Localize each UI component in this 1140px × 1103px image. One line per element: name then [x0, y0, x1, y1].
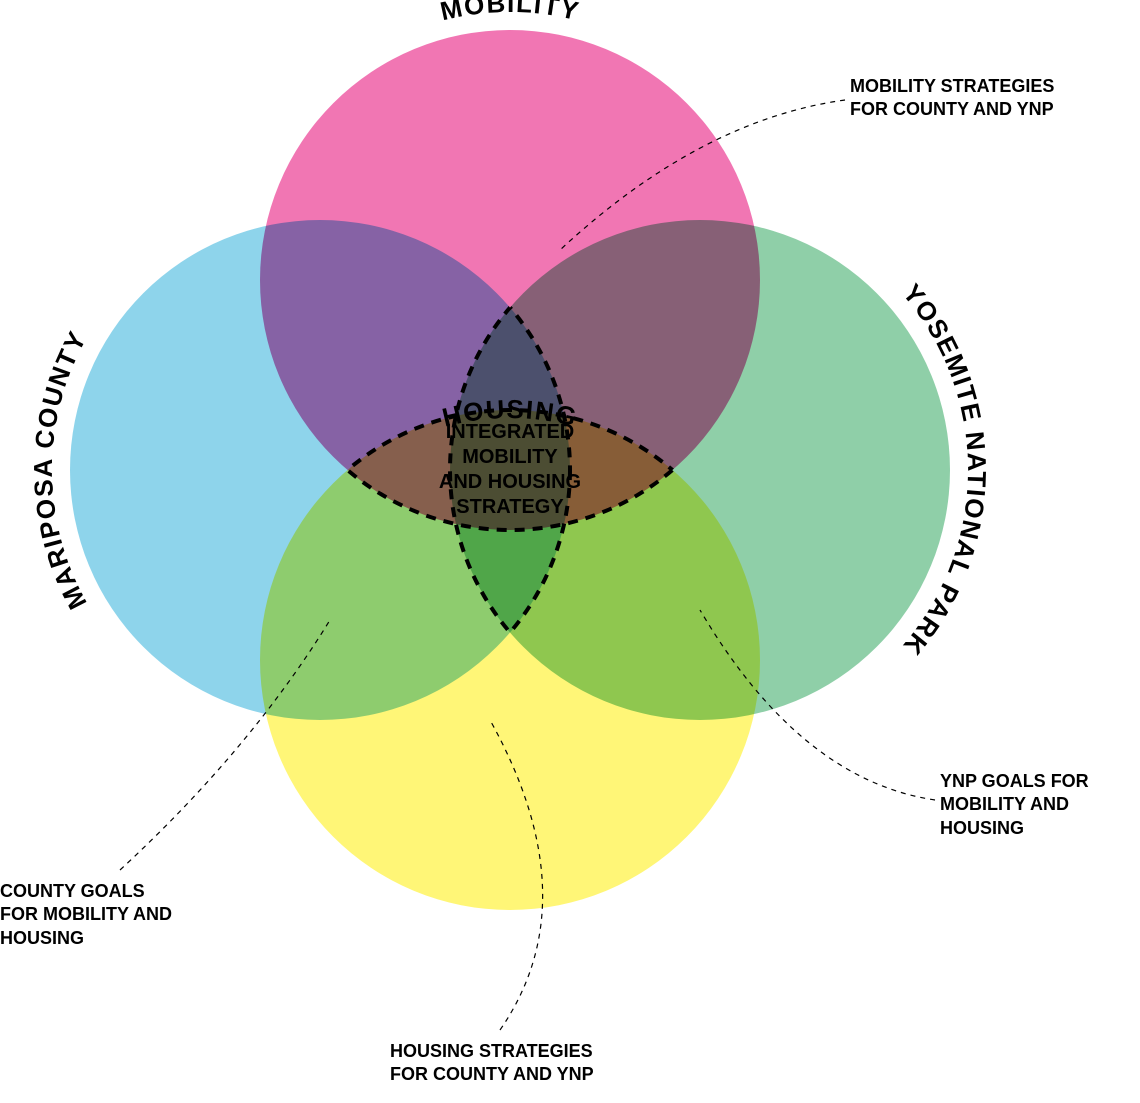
center-label: INTEGRATEDMOBILITYAND HOUSINGSTRATEGY: [390, 420, 630, 520]
callout-county-goals: COUNTY GOALSFOR MOBILITY ANDHOUSING: [0, 880, 172, 950]
callout-ynp-goals: YNP GOALS FORMOBILITY ANDHOUSING: [940, 770, 1089, 840]
label-mobility: MOBILITY: [438, 0, 583, 26]
callout-mobility-strategies: MOBILITY STRATEGIESFOR COUNTY AND YNP: [850, 75, 1054, 122]
callout-housing-strategies: HOUSING STRATEGIESFOR COUNTY AND YNP: [390, 1040, 594, 1087]
venn-diagram: MOBILITY HOUSING MARIPOSA COUNTY YOSEMIT…: [0, 0, 1140, 1103]
